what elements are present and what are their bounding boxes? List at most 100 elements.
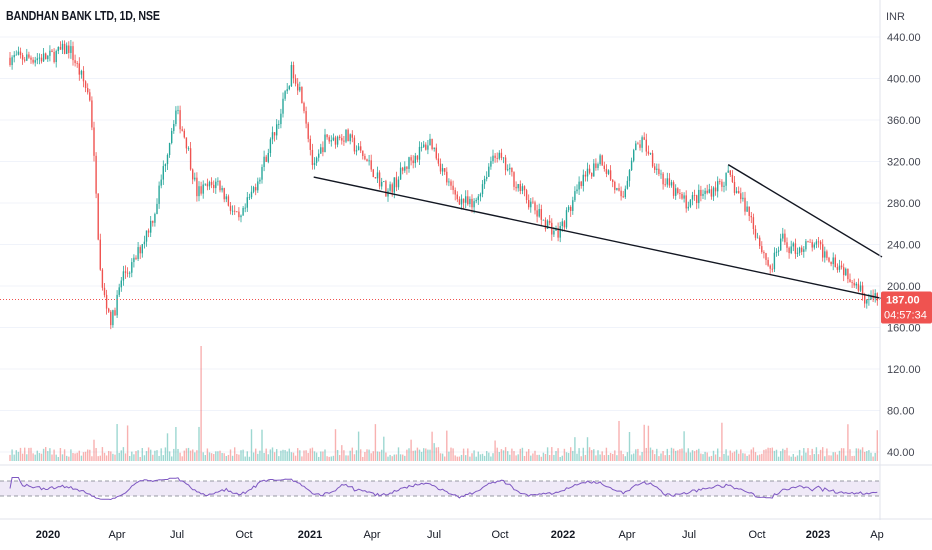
candle-body <box>17 51 20 55</box>
candle-body <box>826 251 828 258</box>
candle-body <box>229 205 232 211</box>
candle-body <box>458 199 461 205</box>
candle-body <box>801 247 803 252</box>
candle-body <box>433 147 435 149</box>
candle-body <box>710 189 713 197</box>
candle-body <box>546 220 549 230</box>
currency-label: INR <box>886 11 905 23</box>
candle-body <box>735 191 738 193</box>
volume-bar <box>696 449 698 461</box>
candle-body <box>584 174 587 177</box>
volume-bar <box>561 455 563 461</box>
candle-body <box>339 136 341 138</box>
trendlines[interactable] <box>313 164 883 300</box>
volume-bar <box>578 448 580 461</box>
volume-bar <box>370 453 372 461</box>
candle-body <box>318 153 320 158</box>
volume-bar <box>38 453 41 461</box>
candle-body <box>567 206 570 211</box>
candle-body <box>563 221 566 228</box>
volume-bar <box>725 449 727 461</box>
volume-bar <box>99 455 101 461</box>
candle-body <box>635 143 637 151</box>
volume-bar <box>677 450 679 461</box>
volume-bar <box>147 447 150 461</box>
candle-body <box>173 124 175 131</box>
candle-body <box>517 184 519 189</box>
volume-bar <box>143 455 146 461</box>
volume-bar <box>618 420 620 461</box>
volume-bar <box>822 447 824 461</box>
volume-bar <box>402 454 404 461</box>
volume-bar <box>542 452 545 461</box>
volume-bar <box>313 451 316 461</box>
volume-bar <box>435 447 437 461</box>
candle-body <box>490 161 492 167</box>
volume-bar <box>282 449 284 461</box>
volume-bar <box>78 450 80 461</box>
candle-body <box>410 157 412 161</box>
volume-bar <box>597 450 599 461</box>
volume-bar <box>679 449 681 461</box>
volume-bar <box>601 451 603 461</box>
candle-body <box>698 189 700 204</box>
volume-bar <box>504 447 507 461</box>
candle-body <box>269 139 272 154</box>
volume-bar <box>565 452 568 461</box>
volume-bar <box>572 450 574 461</box>
candle-body <box>406 166 408 169</box>
volume-bar <box>511 448 513 461</box>
candle-body <box>15 54 17 56</box>
candle-body <box>116 294 118 316</box>
candle-body <box>620 190 622 197</box>
candle-body <box>523 186 526 191</box>
candle-body <box>790 246 792 254</box>
volume-bar <box>196 450 198 461</box>
volume-bar <box>815 447 818 461</box>
volume-bar <box>229 449 232 461</box>
candle-body <box>305 111 307 124</box>
candle-body <box>87 88 89 93</box>
x-tick-label: Apr <box>108 529 125 541</box>
volume-bar <box>712 450 715 461</box>
volume-bar <box>446 430 448 461</box>
candle-body <box>36 58 38 61</box>
time-axis[interactable]: 2020 Apr Jul Oct 2021 Apr Jul Oct 2022 Apr Jul Oct 2… <box>36 529 884 541</box>
volume-bar <box>389 454 391 461</box>
candle-body <box>63 43 66 54</box>
candle-body <box>126 272 129 274</box>
volume-bar <box>525 451 528 461</box>
x-tick-label: 2021 <box>298 529 322 541</box>
volume-bar <box>546 447 549 461</box>
volume-bar <box>84 451 87 461</box>
volume-bar <box>761 453 763 461</box>
candle-body <box>853 282 855 286</box>
volume-bar <box>204 455 206 461</box>
volume-bar <box>404 455 406 461</box>
volume-bar <box>257 453 259 461</box>
y-tick-label: 240.00 <box>887 240 921 252</box>
volume-bar <box>47 451 49 461</box>
volume-bar <box>777 456 780 461</box>
volume-bar <box>563 448 566 461</box>
candle-body <box>668 178 671 186</box>
volume-bar <box>160 448 162 461</box>
candle-body <box>731 174 734 182</box>
candle-body <box>444 168 446 172</box>
candle-body <box>809 241 811 243</box>
candle-body <box>836 267 839 270</box>
volume-bar <box>93 439 95 461</box>
candle-body <box>616 188 618 190</box>
volume-bar <box>727 455 729 461</box>
price-axis[interactable]: INR 440.00 400.00 360.00 320.00 280.00 240.00 2… <box>879 0 932 520</box>
volume-bar <box>66 455 68 461</box>
candle-body <box>145 230 148 242</box>
candle-body <box>599 155 601 165</box>
candle-body <box>504 157 507 171</box>
candle-body <box>498 152 500 159</box>
candle-body <box>53 52 55 63</box>
volume-bar <box>330 456 332 461</box>
y-tick-label: 320.00 <box>887 157 921 169</box>
candle-body <box>542 219 545 221</box>
